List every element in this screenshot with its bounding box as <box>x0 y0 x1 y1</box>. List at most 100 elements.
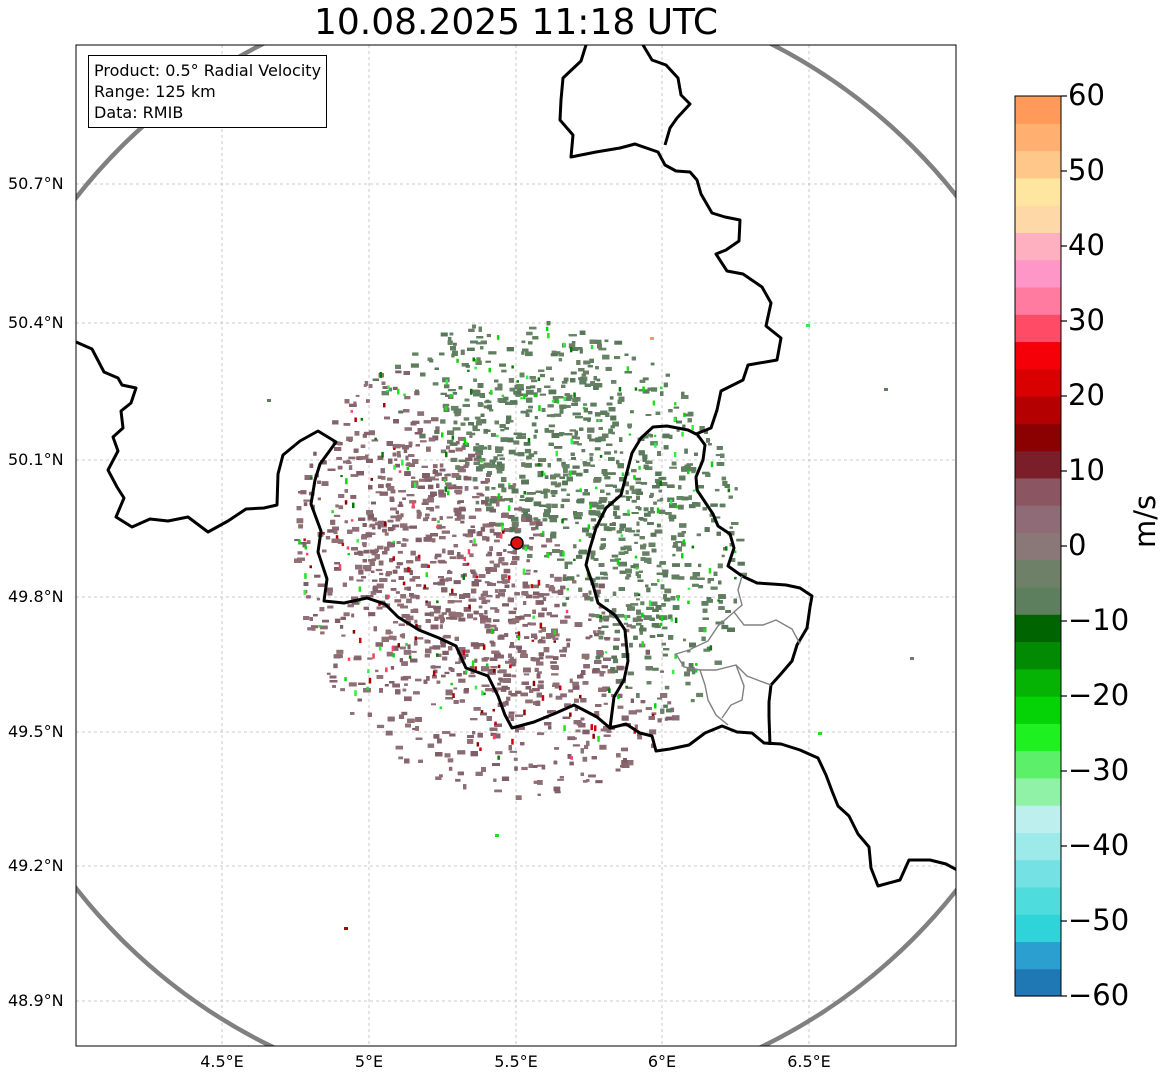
echo-pixel <box>599 630 605 635</box>
echo-pixel <box>575 521 579 525</box>
echo-pixel <box>481 600 488 604</box>
echo-pixel <box>417 411 425 416</box>
echo-pixel <box>614 558 621 561</box>
echo-pixel <box>432 464 438 469</box>
echo-pixel <box>513 757 518 761</box>
echo-pixel <box>537 474 544 478</box>
echo-pixel <box>338 505 344 510</box>
echo-pixel <box>636 489 642 493</box>
echo-pixel <box>691 471 696 474</box>
echo-pixel <box>526 559 530 563</box>
echo-pixel <box>395 591 400 594</box>
echo-pixel <box>398 714 405 719</box>
echo-pixel <box>439 774 443 778</box>
echo-pixel <box>519 433 526 436</box>
echo-pixel <box>454 518 461 521</box>
echo-pixel <box>533 501 542 507</box>
echo-pixel <box>610 559 618 562</box>
echo-pixel <box>665 373 670 377</box>
echo-pixel <box>379 688 383 693</box>
echo-pixel <box>582 729 590 735</box>
echo-pixel <box>521 766 528 771</box>
echo-pixel <box>337 539 344 544</box>
echo-pixel <box>435 776 442 780</box>
echo-pixel <box>525 351 533 357</box>
chart-title: 10.08.2025 11:18 UTC <box>313 2 719 43</box>
echo-pixel <box>642 389 650 394</box>
echo-pixel <box>601 576 609 580</box>
echo-pixel <box>690 699 695 703</box>
echo-pixel <box>368 430 375 436</box>
echo-pixel <box>483 405 490 409</box>
echo-pixel <box>713 516 721 519</box>
echo-pixel <box>529 545 533 551</box>
echo-pixel <box>389 631 393 634</box>
echo-pixel <box>584 596 591 601</box>
echo-pixel <box>508 610 517 615</box>
echo-pixel <box>453 342 457 346</box>
echo-pixel <box>476 357 481 363</box>
echo-pixel <box>534 416 538 420</box>
echo-pixel <box>461 363 469 367</box>
echo-pixel <box>629 642 633 648</box>
echo-pixel <box>636 598 640 601</box>
echo-pixel <box>490 666 498 669</box>
echo-pixel <box>533 517 539 521</box>
echo-pixel <box>587 434 592 440</box>
echo-pixel <box>460 520 465 524</box>
echo-pixel <box>458 678 466 683</box>
echo-pixel <box>531 379 538 383</box>
echo-pixel <box>689 576 698 580</box>
echo-pixel <box>537 640 546 644</box>
echo-pixel <box>303 499 312 502</box>
echo-pixel <box>412 727 417 731</box>
echo-pixel <box>409 578 416 582</box>
echo-pixel <box>519 474 526 479</box>
echo-pixel <box>630 410 634 414</box>
echo-pixel <box>526 409 533 413</box>
echo-pixel <box>551 350 557 356</box>
echo-pixel <box>635 571 639 576</box>
echo-pixel <box>376 724 385 729</box>
echo-pixel <box>367 657 373 660</box>
echo-pixel <box>519 615 525 620</box>
echo-pixel <box>475 500 480 505</box>
echo-pixel <box>609 396 614 400</box>
echo-pixel <box>439 463 444 468</box>
echo-pixel <box>669 516 675 522</box>
echo-pixel <box>651 712 657 715</box>
echo-pixel <box>469 435 473 438</box>
echo-pixel <box>536 661 544 666</box>
echo-pixel <box>327 592 333 596</box>
echo-pixel <box>522 623 529 627</box>
echo-pixel <box>509 656 514 662</box>
echo-pixel <box>356 579 364 582</box>
echo-pixel <box>440 392 447 395</box>
echo-pixel <box>422 498 428 503</box>
echo-pixel <box>698 563 702 568</box>
echo-pixel <box>533 451 538 455</box>
echo-pixel <box>595 510 601 514</box>
echo-pixel <box>701 601 709 606</box>
echo-pixel <box>334 618 341 623</box>
echo-pixel <box>476 419 483 422</box>
echo-pixel <box>368 612 376 617</box>
echo-pixel <box>431 703 436 706</box>
echo-pixel <box>672 553 676 557</box>
echo-pixel <box>702 507 708 511</box>
echo-pixel <box>628 530 636 533</box>
echo-pixel <box>676 428 680 432</box>
echo-pixel <box>508 690 512 696</box>
echo-pixel <box>554 685 561 689</box>
echo-pixel <box>595 576 601 580</box>
echo-pixel <box>354 431 360 436</box>
echo-pixel <box>588 590 592 595</box>
echo-pixel <box>395 463 400 468</box>
echo-pixel <box>480 619 486 624</box>
echo-pixel <box>498 463 505 469</box>
echo-pixel <box>597 630 601 635</box>
echo-pixel <box>556 458 562 462</box>
echo-pixel <box>654 529 663 534</box>
echo-pixel <box>551 503 558 508</box>
